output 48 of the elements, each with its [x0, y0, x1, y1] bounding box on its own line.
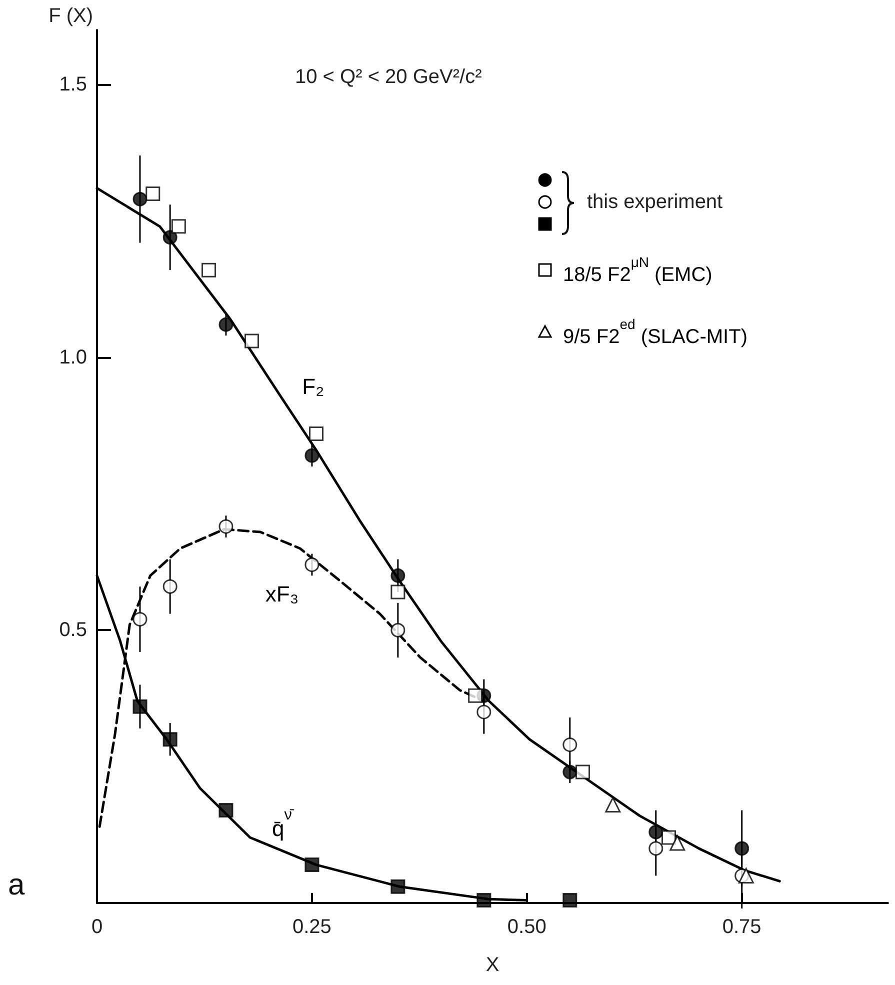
point [132, 699, 148, 714]
point [576, 764, 590, 780]
point [562, 738, 578, 752]
x-tick-label: 0 [91, 916, 103, 938]
point [476, 704, 492, 720]
point [304, 557, 320, 572]
point [218, 802, 234, 818]
point [648, 824, 664, 840]
point [390, 568, 406, 583]
y-tick-label: 0.5 [59, 619, 87, 642]
point [670, 835, 686, 851]
point [218, 317, 234, 332]
point [390, 879, 406, 894]
annotation: F₂ [302, 374, 324, 400]
point [468, 688, 483, 703]
point [738, 868, 754, 884]
point [202, 262, 216, 278]
point [648, 841, 664, 856]
point [562, 893, 578, 908]
point [132, 612, 148, 627]
point [562, 764, 578, 780]
point [605, 797, 621, 813]
point [734, 841, 750, 856]
point [390, 622, 406, 638]
point [304, 858, 320, 872]
point [662, 830, 676, 845]
y-tick-label: 1.0 [59, 346, 87, 368]
legend-title: this experiment [587, 191, 724, 213]
x-tick-label: 0.50 [507, 916, 546, 938]
text: 10 < Q² < 20 GeV²/c² [295, 66, 482, 88]
text: a [8, 868, 25, 902]
point [171, 219, 186, 234]
point [146, 186, 160, 201]
point [476, 893, 492, 908]
point [244, 334, 260, 348]
point [162, 732, 178, 747]
x-axis-title: X [486, 954, 500, 976]
x-tick-label: 0.75 [722, 916, 762, 938]
y-axis-title: F (X) [48, 5, 93, 27]
point [132, 192, 148, 206]
y-tick-label: 1.5 [59, 74, 87, 96]
point [162, 230, 178, 245]
point [218, 519, 234, 534]
point [390, 584, 406, 600]
annotation: xF₃ [265, 582, 299, 607]
point [162, 579, 178, 594]
point [304, 448, 320, 463]
x-tick-label: 0.25 [292, 916, 332, 938]
